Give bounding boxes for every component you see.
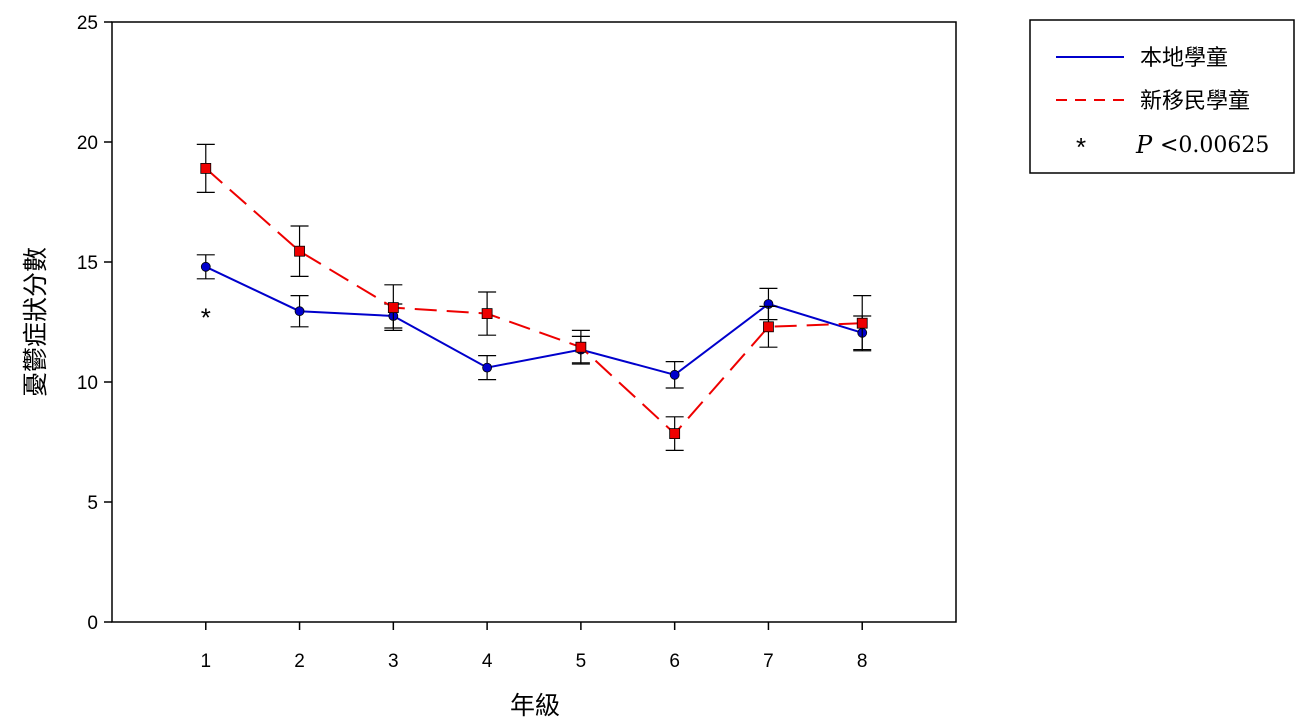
y-tick-label: 20 [77, 133, 98, 154]
legend-box [1029, 19, 1295, 174]
data-point [294, 245, 305, 257]
annotations: * [201, 302, 211, 332]
legend-significance-value: <0.00625 [1160, 133, 1269, 158]
legend-significance-symbol: * [1076, 132, 1086, 162]
data-point [669, 369, 680, 380]
data-point [294, 306, 305, 317]
data-point [669, 428, 681, 440]
series-layer [196, 143, 872, 451]
data-point [763, 321, 774, 333]
data-point [482, 362, 493, 373]
y-tick-label: 10 [77, 373, 98, 394]
data-point [856, 317, 868, 329]
legend-label-series-1: 本地學童 [1140, 46, 1228, 71]
x-axis-title: 年級 [510, 691, 560, 720]
data-point [387, 302, 399, 314]
series-line [205, 167, 863, 436]
y-tick-label: 5 [87, 493, 98, 514]
x-tick-label: 1 [200, 651, 211, 672]
legend-label-series-2: 新移民學童 [1140, 89, 1250, 114]
legend: 本地學童 新移民學童 * P <0.00625 [1029, 19, 1295, 174]
data-point [575, 341, 587, 353]
series-line [205, 265, 863, 376]
y-tick-label: 25 [77, 13, 98, 34]
significance-asterisk: * [201, 302, 211, 332]
x-tick-label: 6 [669, 651, 680, 672]
y-tick-label: 0 [87, 613, 98, 634]
legend-significance-label: P [1135, 131, 1153, 159]
x-tick-label: 4 [482, 651, 493, 672]
plot-frame [111, 21, 957, 623]
x-tick-label: 8 [857, 651, 868, 672]
x-tick-label: 7 [763, 651, 774, 672]
series-2 [196, 143, 872, 451]
x-tick-label: 2 [294, 651, 305, 672]
y-axis-ticks: 0 5 10 15 20 25 [77, 13, 112, 634]
data-point [481, 308, 493, 320]
x-axis-ticks: 1 2 3 4 5 6 7 8 [200, 622, 868, 672]
y-axis-title: 憂鬱症狀分數 [21, 247, 50, 397]
data-point [200, 162, 212, 174]
x-tick-label: 3 [388, 651, 399, 672]
data-point [200, 261, 211, 272]
axes [111, 21, 957, 623]
y-tick-label: 15 [77, 253, 98, 274]
x-tick-label: 5 [576, 651, 587, 672]
